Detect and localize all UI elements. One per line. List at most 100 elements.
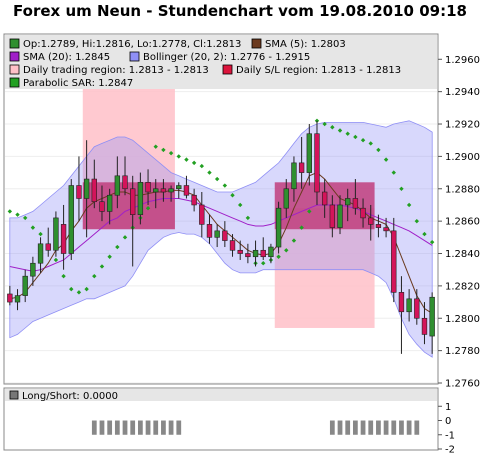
sub-y-tick-label: -2	[445, 445, 455, 456]
y-tick-label: 1.2780	[445, 346, 480, 357]
candle-body	[122, 175, 128, 190]
sar-point	[291, 238, 297, 243]
long-short-bar	[352, 420, 358, 435]
legend-box	[5, 35, 437, 89]
sar-point	[207, 170, 212, 175]
long-short-bar	[161, 420, 166, 435]
sar-point	[107, 254, 112, 259]
chart-title: Forex um Neun - Stundenchart vom 19.08.2…	[13, 2, 467, 20]
sar-point	[276, 254, 281, 259]
long-short-bar	[99, 420, 105, 435]
candle-body	[398, 292, 405, 313]
sub-y-tick-label: -1	[445, 430, 455, 441]
sar-point	[391, 170, 396, 175]
candle-body	[160, 188, 167, 193]
candle-body	[421, 317, 428, 335]
candle-body	[7, 293, 13, 303]
candle-body	[114, 175, 121, 196]
candle-body	[237, 249, 243, 254]
candle-body	[176, 185, 182, 190]
sar-point	[322, 121, 327, 127]
sar-point	[199, 163, 205, 169]
sar-point	[360, 138, 366, 143]
sar-point	[53, 257, 59, 263]
long-short-bar	[329, 420, 335, 435]
candle-body	[306, 133, 312, 173]
sar-point	[299, 225, 304, 230]
candle-body	[191, 194, 197, 206]
sar-point	[145, 205, 151, 211]
candle-body	[291, 162, 297, 190]
y-tick-label: 1.2840	[445, 249, 480, 260]
sar-point	[237, 202, 243, 208]
sar-point	[214, 176, 220, 182]
candle-body	[283, 188, 289, 209]
sar-point	[76, 290, 82, 295]
long-short-bar	[153, 420, 159, 435]
candle-body	[60, 224, 67, 254]
sar-point	[7, 209, 13, 214]
sar-point	[122, 235, 128, 240]
long-short-bar	[391, 420, 397, 435]
candle-body	[37, 243, 44, 264]
candle-body	[222, 230, 228, 241]
long-short-bar	[114, 420, 120, 435]
sar-point	[353, 134, 358, 140]
y-tick-label: 1.2960	[445, 55, 480, 66]
candle-body	[22, 275, 28, 296]
long-short-bar	[122, 420, 128, 435]
sar-point	[115, 244, 120, 250]
sar-point	[337, 128, 343, 133]
long-short-bar	[130, 420, 136, 435]
sar-point	[261, 261, 266, 266]
long-short-bars	[91, 420, 420, 435]
sar-point	[376, 147, 381, 153]
long-short-bar	[360, 420, 366, 435]
regions	[82, 81, 375, 328]
y-tick-label: 1.2900	[445, 152, 480, 163]
legend-swatch-ohlc	[9, 38, 20, 49]
candle-body	[252, 249, 259, 258]
y-tick-label: 1.2820	[445, 281, 480, 292]
sar-point	[284, 248, 289, 253]
legend-text-ohlc: Op:1.2789, Hi:1.2816, Lo:1.2778, Cl:1.28…	[23, 39, 241, 50]
legend-text-sma5: SMA (5): 1.2803	[265, 39, 346, 50]
sar-point	[191, 160, 197, 166]
candle-body	[99, 201, 105, 212]
legend-text-trading: Daily trading region: 1.2813 - 1.2813	[23, 65, 209, 76]
long-short-bar	[91, 420, 97, 435]
legend: Op:1.2789, Hi:1.2816, Lo:1.2778, Cl:1.28…	[9, 38, 401, 89]
candle-body	[83, 178, 90, 199]
candle-body	[153, 188, 159, 193]
long-short-bar	[383, 420, 389, 435]
sub-legend-box	[5, 389, 437, 401]
sar-point	[153, 144, 158, 149]
candle-body	[260, 249, 266, 258]
candle-body	[106, 194, 113, 212]
candle-body	[30, 262, 36, 277]
candle-body	[137, 181, 144, 215]
legend-text-bollinger: Bollinger (20, 2): 1.2776 - 1.2915	[143, 52, 310, 63]
candle-body	[414, 298, 420, 319]
candle-body	[14, 295, 21, 303]
candle-body	[360, 207, 366, 219]
sar-point	[314, 118, 320, 123]
sar-point	[30, 225, 36, 230]
long-short-bar	[345, 420, 351, 435]
candle-body	[268, 246, 274, 258]
candle-body	[53, 217, 59, 251]
candle-body	[368, 217, 374, 225]
y-tick-label: 1.2860	[445, 217, 480, 228]
y-tick-label: 1.2940	[445, 87, 480, 98]
long-short-bar	[168, 420, 174, 435]
candle-body	[130, 188, 136, 215]
y-tick-label: 1.2920	[445, 120, 480, 131]
candle-body	[275, 207, 282, 248]
long-short-bar	[399, 420, 404, 435]
legend-text-sl: Daily S/L region: 1.2813 - 1.2813	[236, 65, 401, 76]
sar-point	[22, 215, 28, 221]
sar-point	[38, 231, 43, 237]
candle-body	[68, 185, 74, 254]
long-short-bar	[414, 420, 420, 435]
